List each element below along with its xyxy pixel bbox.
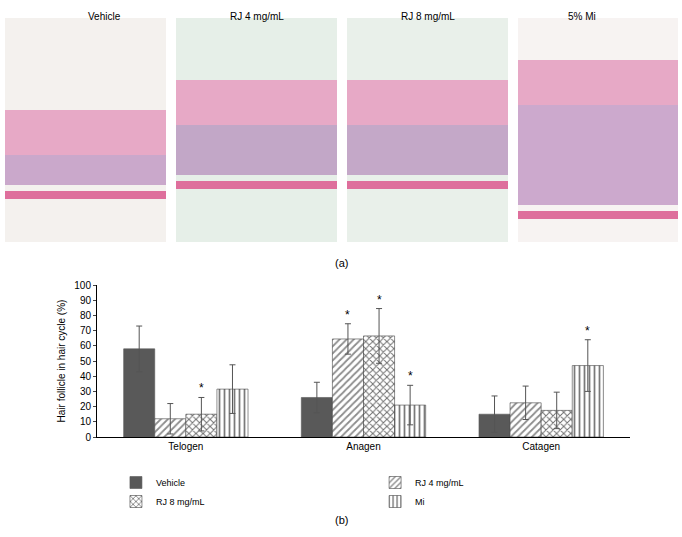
svg-text:Catagen: Catagen bbox=[522, 441, 560, 452]
svg-text:RJ 8 mg/mL: RJ 8 mg/mL bbox=[401, 11, 455, 22]
svg-text:RJ 8 mg/mL: RJ 8 mg/mL bbox=[156, 497, 205, 507]
svg-text:Mi: Mi bbox=[415, 497, 425, 507]
svg-text:100: 100 bbox=[74, 280, 91, 291]
svg-text:Vehicle: Vehicle bbox=[156, 478, 185, 488]
svg-text:20: 20 bbox=[80, 401, 92, 412]
svg-text:RJ 4 mg/mL: RJ 4 mg/mL bbox=[230, 11, 284, 22]
svg-text:Hair follicle in hair cycle (%: Hair follicle in hair cycle (%) bbox=[56, 300, 67, 423]
svg-text:80: 80 bbox=[80, 310, 92, 321]
svg-text:90: 90 bbox=[80, 295, 92, 306]
svg-text:(a): (a) bbox=[335, 257, 348, 269]
svg-text:Telogen: Telogen bbox=[168, 441, 203, 452]
svg-text:Anagen: Anagen bbox=[346, 441, 380, 452]
svg-text:Vehicle: Vehicle bbox=[88, 11, 121, 22]
svg-text:30: 30 bbox=[80, 386, 92, 397]
svg-text:(b): (b) bbox=[335, 514, 348, 526]
svg-text:50: 50 bbox=[80, 356, 92, 367]
svg-text:RJ 4 mg/mL: RJ 4 mg/mL bbox=[415, 478, 464, 488]
svg-text:0: 0 bbox=[85, 432, 91, 443]
svg-text:*: * bbox=[345, 308, 350, 322]
svg-text:10: 10 bbox=[80, 416, 92, 427]
svg-text:60: 60 bbox=[80, 340, 92, 351]
svg-text:40: 40 bbox=[80, 371, 92, 382]
svg-text:*: * bbox=[377, 293, 382, 307]
svg-text:*: * bbox=[585, 324, 590, 338]
svg-text:70: 70 bbox=[80, 325, 92, 336]
svg-text:*: * bbox=[408, 369, 413, 383]
svg-text:5% Mi: 5% Mi bbox=[568, 11, 596, 22]
svg-text:*: * bbox=[199, 381, 204, 395]
